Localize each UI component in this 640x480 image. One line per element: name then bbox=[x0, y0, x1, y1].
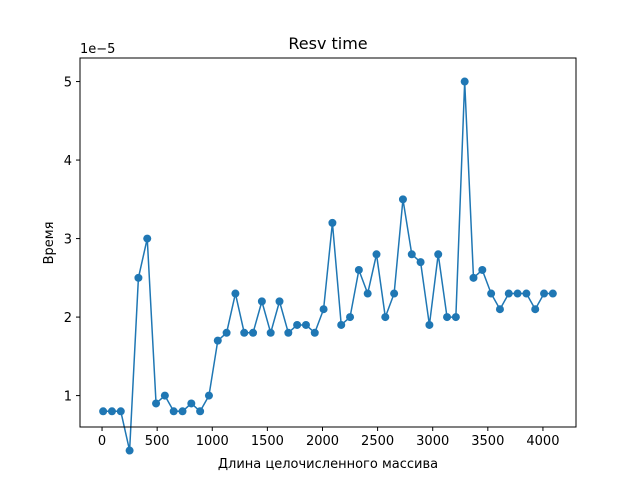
data-point bbox=[160, 391, 169, 400]
data-point bbox=[451, 313, 460, 322]
data-point bbox=[240, 328, 249, 337]
data-point bbox=[363, 289, 372, 298]
y-tick-label: 5 bbox=[64, 76, 72, 91]
data-point bbox=[125, 446, 134, 455]
x-axis-label: Длина целочисленного массива bbox=[218, 457, 438, 472]
x-tick-label: 3000 bbox=[416, 434, 449, 449]
data-point bbox=[116, 407, 125, 416]
data-point bbox=[134, 273, 143, 282]
data-point bbox=[531, 305, 540, 314]
series-layer bbox=[99, 77, 557, 455]
data-point bbox=[301, 320, 310, 329]
data-point bbox=[381, 313, 390, 322]
data-point bbox=[495, 305, 504, 314]
data-point bbox=[416, 258, 425, 267]
data-point bbox=[337, 320, 346, 329]
data-point bbox=[178, 407, 187, 416]
x-axis-ticks: 0 500 1000 1500 2000 2500 3000 3500 4000 bbox=[98, 427, 559, 449]
data-point bbox=[319, 305, 328, 314]
data-point bbox=[293, 320, 302, 329]
data-point bbox=[513, 289, 522, 298]
y-axis-label: Время bbox=[42, 222, 57, 265]
data-point bbox=[434, 250, 443, 259]
data-point bbox=[469, 273, 478, 282]
x-tick-label: 3500 bbox=[471, 434, 504, 449]
data-point bbox=[204, 391, 213, 400]
data-point bbox=[390, 289, 399, 298]
data-point bbox=[169, 407, 178, 416]
data-point bbox=[213, 336, 222, 345]
x-tick-label: 0 bbox=[98, 434, 106, 449]
y-axis-ticks: 1 2 3 4 5 bbox=[64, 76, 80, 405]
data-point bbox=[398, 195, 407, 204]
data-point bbox=[540, 289, 549, 298]
data-point bbox=[249, 328, 258, 337]
data-point bbox=[460, 77, 469, 86]
data-point bbox=[346, 313, 355, 322]
x-tick-label: 2000 bbox=[306, 434, 339, 449]
data-point bbox=[284, 328, 293, 337]
y-offset-text: 1e−5 bbox=[80, 42, 115, 57]
x-tick-label: 1000 bbox=[196, 434, 229, 449]
data-point bbox=[548, 289, 557, 298]
data-point bbox=[152, 399, 161, 408]
x-tick-label: 1500 bbox=[251, 434, 284, 449]
data-point bbox=[222, 328, 231, 337]
data-point bbox=[187, 399, 196, 408]
data-point bbox=[143, 234, 152, 243]
plot-frame bbox=[79, 57, 577, 428]
data-point bbox=[443, 313, 452, 322]
data-point bbox=[504, 289, 513, 298]
data-point bbox=[275, 297, 284, 306]
data-point bbox=[266, 328, 275, 337]
data-point bbox=[407, 250, 416, 259]
x-tick-label: 2500 bbox=[361, 434, 394, 449]
data-point bbox=[257, 297, 266, 306]
data-point bbox=[487, 289, 496, 298]
data-point bbox=[354, 265, 363, 274]
x-tick-label: 4000 bbox=[526, 434, 559, 449]
x-tick-label: 500 bbox=[145, 434, 170, 449]
data-point bbox=[425, 320, 434, 329]
data-point bbox=[196, 407, 205, 416]
y-tick-label: 3 bbox=[64, 233, 72, 248]
y-tick-label: 1 bbox=[64, 390, 72, 405]
data-point bbox=[328, 218, 337, 227]
data-point bbox=[231, 289, 240, 298]
y-tick-label: 4 bbox=[64, 154, 72, 169]
series-line bbox=[103, 80, 553, 452]
data-point bbox=[99, 407, 108, 416]
data-point bbox=[310, 328, 319, 337]
data-point bbox=[478, 265, 487, 274]
chart-title: Resv time bbox=[288, 34, 367, 53]
data-point bbox=[107, 407, 116, 416]
y-tick-label: 2 bbox=[64, 311, 72, 326]
data-point bbox=[372, 250, 381, 259]
data-point bbox=[522, 289, 531, 298]
